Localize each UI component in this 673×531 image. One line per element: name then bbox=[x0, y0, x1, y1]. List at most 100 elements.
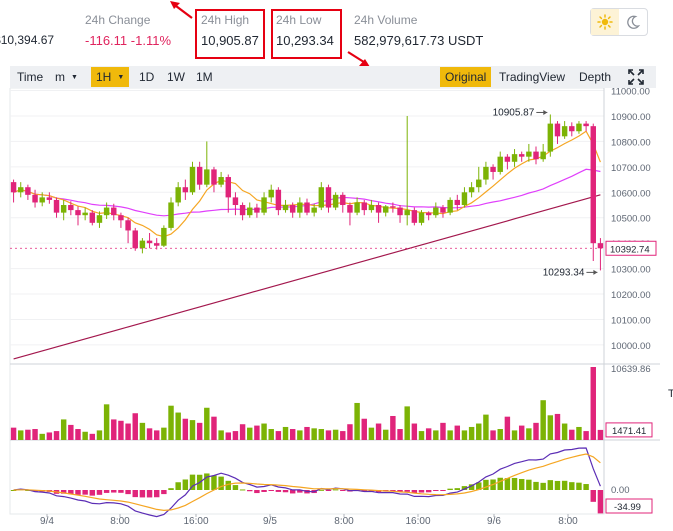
macd-current-tag bbox=[605, 498, 653, 514]
price-tick-label: 10300.00 bbox=[611, 265, 651, 276]
macd-histogram-bar bbox=[89, 490, 96, 496]
low-arrow-icon bbox=[347, 51, 370, 67]
macd-histogram-bar bbox=[68, 490, 74, 495]
candlestick-chart[interactable]: 11000.00 10900.00 10800.00 10700.00 10600.00… bbox=[0, 87, 673, 527]
macd-histogram-bar bbox=[561, 480, 568, 490]
view-tradingview-tab[interactable]: TradingView bbox=[499, 70, 566, 84]
volume-bar bbox=[511, 430, 518, 440]
volume-bar bbox=[318, 429, 325, 440]
volume-bar bbox=[518, 425, 525, 440]
candle-body bbox=[526, 151, 532, 157]
volume-bar bbox=[325, 430, 332, 440]
candle-body bbox=[103, 207, 110, 216]
volume-bar bbox=[440, 422, 446, 440]
interval-time-button[interactable]: Time bbox=[17, 70, 44, 84]
volume-bar bbox=[25, 429, 31, 440]
volume-bar bbox=[483, 414, 489, 440]
volume-bar bbox=[390, 415, 396, 440]
interval-1d-button[interactable]: 1D bbox=[139, 70, 155, 84]
volume-bar bbox=[354, 402, 360, 440]
volume-bar bbox=[103, 404, 110, 440]
volume-bar bbox=[590, 367, 596, 440]
price-tick-label: 11000.00 bbox=[611, 88, 650, 98]
macd-current-label: -34.99 bbox=[614, 502, 641, 513]
chevron-down-icon: ▼ bbox=[71, 74, 78, 81]
macd-histogram-bar bbox=[526, 479, 532, 490]
volume-bar bbox=[411, 423, 418, 440]
candle-body bbox=[497, 156, 503, 172]
high-value: 10,905.87 bbox=[201, 33, 259, 48]
candle-body bbox=[161, 227, 167, 246]
volume-bar bbox=[461, 430, 468, 440]
time-tick-label: 8:00 bbox=[558, 516, 578, 526]
low-label: 24h Low bbox=[276, 13, 322, 27]
chart-area[interactable]: 11000.00 10900.00 10800.00 10700.00 10600.00… bbox=[0, 87, 673, 527]
view-original-tab[interactable]: Original bbox=[440, 67, 492, 87]
candle-body bbox=[82, 212, 88, 216]
candle-body bbox=[132, 230, 138, 249]
volume-bar bbox=[497, 429, 503, 440]
volume-bar bbox=[254, 425, 260, 440]
low-highlight-box bbox=[271, 9, 342, 59]
high-stat: 24h High 10,905.87 bbox=[201, 13, 259, 48]
volume-bar bbox=[433, 430, 439, 440]
volume-bar bbox=[289, 429, 296, 440]
expand-icon[interactable] bbox=[624, 67, 648, 87]
macd-histogram-bar bbox=[25, 489, 31, 491]
volume-bar bbox=[261, 423, 267, 440]
volume-bar bbox=[139, 422, 146, 440]
volume-bar bbox=[383, 429, 389, 440]
volume-bar bbox=[597, 429, 604, 440]
volume-bar bbox=[297, 430, 303, 440]
candle-body bbox=[361, 202, 367, 211]
candle-body bbox=[411, 210, 418, 223]
time-tick-label: 9/4 bbox=[40, 516, 54, 526]
interval-1m-button[interactable]: 1M bbox=[196, 70, 213, 84]
time-tick-label: 16:00 bbox=[405, 516, 430, 526]
volume-bar bbox=[332, 429, 339, 440]
macd-histogram-bar bbox=[404, 490, 410, 492]
volume-bar bbox=[268, 429, 274, 440]
volume-bar bbox=[39, 433, 45, 440]
volume-bar bbox=[282, 426, 289, 440]
volume-bar bbox=[554, 413, 561, 440]
interval-1w-button[interactable]: 1W bbox=[167, 70, 185, 84]
view-depth-tab[interactable]: Depth bbox=[579, 70, 612, 84]
candle-body bbox=[282, 205, 289, 211]
volume-bar bbox=[10, 427, 17, 440]
current-price-label: 10392.74 bbox=[610, 244, 650, 255]
price-tick-label: 10700.00 bbox=[611, 163, 651, 174]
macd-histogram-bar bbox=[75, 490, 81, 495]
time-tick-label: 16:00 bbox=[183, 516, 208, 526]
chevron-down-icon: ▼ bbox=[117, 74, 125, 81]
candle-body bbox=[182, 187, 189, 193]
ma-long-line bbox=[13, 194, 601, 360]
volume-bar bbox=[311, 428, 317, 440]
volume-bar bbox=[153, 430, 160, 440]
volume-bar bbox=[118, 420, 124, 440]
volume-bar bbox=[404, 406, 410, 440]
candle-body bbox=[204, 169, 210, 185]
candle-body bbox=[332, 194, 339, 208]
macd-histogram-bar bbox=[425, 490, 432, 493]
candle-body bbox=[68, 205, 74, 211]
ticker-stats: % $10,394.67 24h Change -116.11 -1.11% 2… bbox=[0, 0, 673, 67]
volume-bar bbox=[490, 430, 496, 440]
candle-body bbox=[590, 126, 596, 244]
sun-icon[interactable] bbox=[591, 9, 619, 35]
macd-histogram-bar bbox=[211, 475, 217, 490]
candle-body bbox=[354, 202, 360, 213]
candle-body bbox=[261, 197, 267, 213]
interval-minutes-dropdown[interactable]: m ▼ bbox=[55, 70, 78, 84]
macd-histogram-bar bbox=[361, 490, 367, 492]
macd-histogram-bar bbox=[275, 490, 282, 492]
macd-histogram-bar bbox=[139, 490, 146, 498]
candle-body bbox=[60, 205, 67, 213]
volume-bar bbox=[132, 413, 138, 440]
volume-stat: 24h Volume 582,979,617.73 USDT bbox=[354, 13, 483, 48]
candle-body bbox=[247, 207, 253, 216]
candle-body bbox=[10, 182, 17, 193]
interval-1h-dropdown[interactable]: 1H ▼ bbox=[91, 67, 130, 87]
macd-histogram-bar bbox=[411, 490, 418, 494]
moon-icon[interactable] bbox=[619, 9, 647, 35]
